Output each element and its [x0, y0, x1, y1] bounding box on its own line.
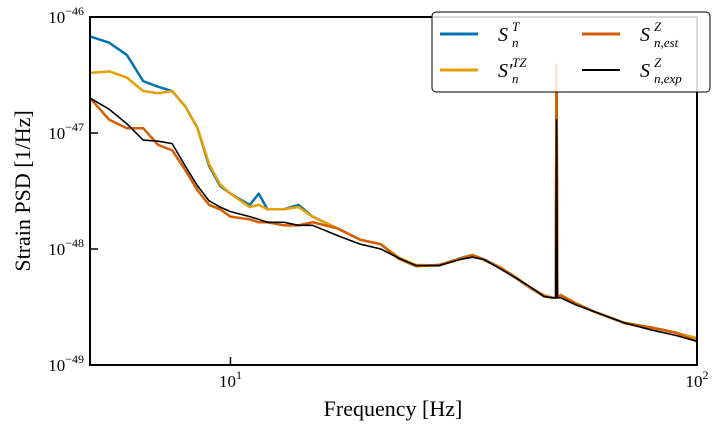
tick-label: 10−47	[48, 120, 84, 143]
y-axis-label: Strain PSD [1/Hz]	[10, 110, 35, 271]
tick-base: 10	[219, 372, 236, 391]
legend-box	[431, 11, 711, 93]
tick-base: 10	[48, 356, 65, 375]
legend-name: S	[640, 60, 650, 82]
legend-name: S	[498, 24, 508, 46]
tick-exponent: −49	[65, 352, 84, 366]
legend-sub: n,est	[654, 35, 679, 50]
tick-label: 102	[686, 368, 709, 391]
tick-base: 10	[48, 8, 65, 27]
legend-name: S′	[498, 60, 513, 82]
tick-exponent: −46	[65, 4, 84, 18]
legend-sup: TZ	[512, 55, 527, 70]
legend-name: S	[640, 24, 650, 46]
series-line	[89, 97, 698, 343]
plot-frame	[89, 16, 698, 366]
tick-exponent: 1	[236, 368, 242, 382]
series-line	[89, 63, 698, 343]
legend-label: S′TZ n	[498, 55, 527, 86]
legend-sup: Z	[654, 19, 662, 34]
x-axis-label: Frequency [Hz]	[324, 396, 463, 421]
tick-exponent: 2	[703, 368, 709, 382]
legend-sub: n	[512, 35, 519, 50]
tick-label: 10−48	[48, 236, 84, 259]
tick-base: 10	[48, 240, 65, 259]
series-line	[89, 63, 698, 340]
legend-sup: Z	[654, 55, 662, 70]
legend-sup: T	[512, 19, 520, 34]
tick-label: 101	[219, 368, 242, 391]
legend-sub: n,exp	[654, 71, 682, 86]
tick-exponent: −48	[65, 236, 84, 250]
legend-sub: n	[512, 71, 519, 86]
plot-lines	[89, 35, 698, 343]
tick-label: 10−46	[48, 4, 84, 27]
tick-base: 10	[48, 124, 65, 143]
tick-exponent: −47	[65, 120, 84, 134]
tick-base: 10	[686, 372, 703, 391]
tick-label: 10−49	[48, 352, 84, 375]
